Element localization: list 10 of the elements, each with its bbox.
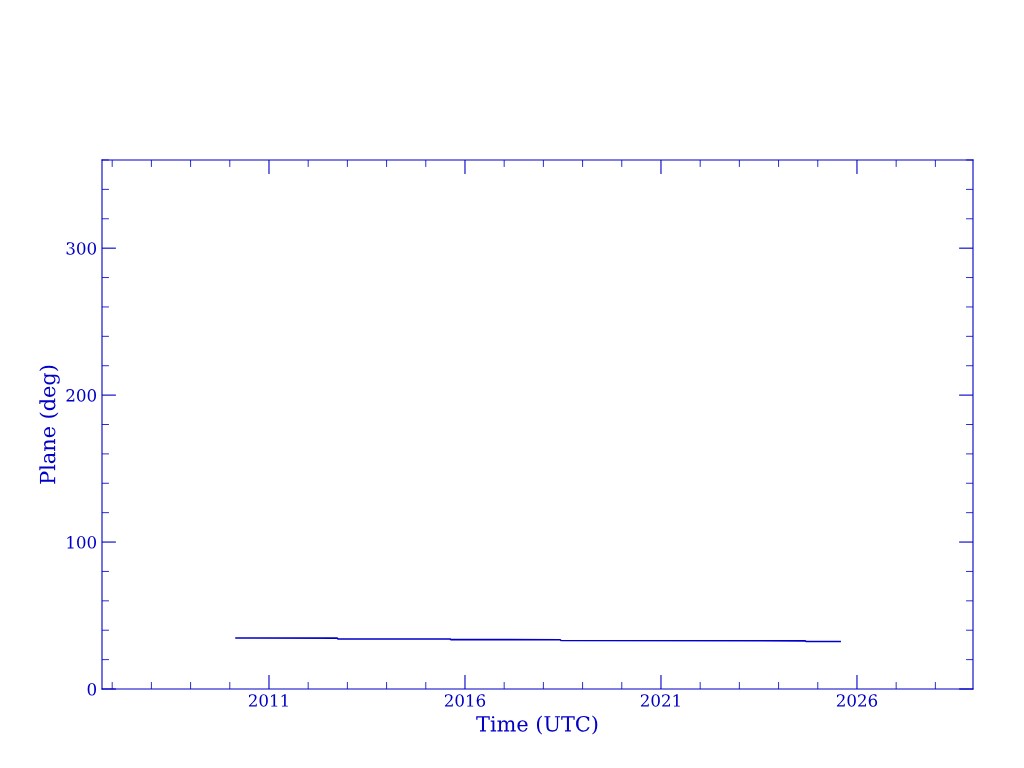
x-axis-title: Time (UTC) — [476, 715, 598, 735]
y-tick-label: 100 — [67, 536, 97, 549]
y-tick-label: 300 — [66, 242, 97, 255]
x-tick-label: 2011 — [248, 694, 288, 707]
x-tick-label: 2021 — [640, 694, 680, 707]
x-tick-label: 2016 — [444, 694, 486, 707]
y-tick-label: 200 — [66, 389, 97, 402]
x-tick-label: 2026 — [836, 694, 878, 707]
y-axis-title: Plane (deg) — [39, 365, 60, 484]
y-tick-label: 0 — [87, 682, 97, 696]
